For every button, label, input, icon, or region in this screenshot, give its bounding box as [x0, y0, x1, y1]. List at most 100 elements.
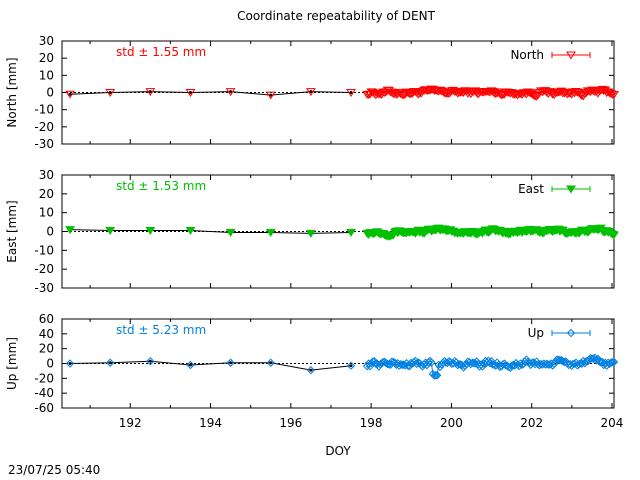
daily-marker — [225, 228, 236, 237]
daily-point — [309, 90, 313, 94]
high-rate-marker — [530, 359, 540, 369]
high-rate-marker — [431, 370, 440, 380]
y-tick-label: 40 — [39, 327, 54, 341]
std-label: std ± 1.53 mm — [116, 179, 206, 193]
legend-marker — [566, 51, 576, 60]
daily-marker — [265, 91, 276, 100]
y-tick-label: 0 — [46, 225, 54, 239]
y-tick-label: -30 — [34, 137, 54, 151]
daily-marker — [185, 89, 196, 97]
daily-marker — [346, 361, 356, 370]
high-rate-marker — [427, 358, 436, 367]
daily-marker — [185, 227, 196, 236]
x-tick-label: 200 — [440, 416, 463, 430]
daily-marker — [266, 358, 275, 367]
daily-marker — [146, 357, 155, 366]
y-tick-label: -10 — [34, 243, 54, 257]
daily-point — [229, 90, 233, 94]
high-rate-marker — [397, 360, 407, 370]
daily-marker — [105, 358, 115, 367]
daily-marker — [225, 88, 236, 97]
daily-series-line — [70, 360, 352, 371]
high-rate-marker — [447, 359, 457, 369]
y-tick-label: 10 — [39, 206, 54, 220]
daily-marker — [65, 226, 75, 235]
high-rate-marker — [606, 90, 616, 99]
daily-point — [68, 362, 72, 365]
high-rate-marker — [482, 358, 492, 367]
y-tick-label: -20 — [34, 120, 54, 134]
panels-group: 30 20 10 0 -10 -20 -30 North [mm] std ± 1.55 mm N… — [5, 34, 623, 458]
chart-title: Coordinate repeatability of DENT — [237, 9, 435, 23]
x-axis-label: DOY — [325, 444, 351, 458]
y-tick-label: 0 — [46, 357, 54, 371]
daily-marker — [105, 227, 116, 236]
high-rate-marker — [438, 88, 448, 97]
x-tick-label: 198 — [360, 416, 383, 430]
high-rate-marker — [373, 359, 382, 369]
high-rate-marker — [568, 359, 578, 369]
y-tick-label: -60 — [34, 401, 54, 415]
y-tick-label: -30 — [34, 281, 54, 295]
high-rate-marker — [588, 87, 599, 96]
high-rate-marker — [526, 360, 535, 370]
high-rate-marker — [595, 357, 604, 366]
high-rate-marker — [609, 231, 619, 240]
daily-point — [188, 363, 192, 367]
daily-point — [309, 368, 313, 372]
high-rate-marker — [497, 361, 506, 371]
x-tick-label: 194 — [199, 416, 222, 430]
high-rate-marker — [398, 91, 409, 100]
daily-point — [148, 90, 152, 94]
daily-marker — [346, 89, 356, 97]
y-tick-label: 20 — [39, 342, 54, 356]
high-rate-marker — [469, 358, 478, 368]
high-rate-marker — [374, 362, 383, 371]
high-rate-marker — [449, 359, 458, 368]
high-rate-marker — [498, 360, 508, 369]
high-rate-marker — [433, 371, 442, 380]
high-rate-marker — [587, 354, 597, 363]
daily-point — [269, 93, 273, 97]
high-rate-marker — [479, 88, 489, 97]
high-rate-marker — [378, 357, 388, 367]
high-rate-marker — [580, 358, 589, 368]
daily-marker — [306, 88, 316, 97]
high-rate-marker — [444, 90, 454, 99]
high-rate-marker — [609, 357, 619, 367]
high-rate-marker — [484, 356, 493, 366]
daily-point — [188, 91, 192, 94]
x-tick-label: 204 — [601, 416, 624, 430]
daily-point — [349, 91, 353, 94]
y-tick-label: 20 — [39, 51, 54, 65]
daily-marker — [105, 89, 116, 97]
daily-series-line — [70, 229, 352, 234]
daily-point — [229, 361, 233, 365]
daily-point — [108, 361, 112, 365]
daily-marker — [346, 228, 356, 237]
daily-marker — [186, 360, 195, 370]
legend-marker — [566, 328, 576, 338]
x-tick-label: 202 — [520, 416, 543, 430]
high-rate-marker — [478, 362, 487, 371]
timestamp: 23/07/25 05:40 — [8, 463, 100, 477]
panel-east: 30 20 10 0 -10 -20 -30 East [mm] std ± 1.53 mm Ea… — [5, 168, 619, 295]
y-tick-label: 60 — [39, 312, 54, 326]
y-tick-label: 20 — [39, 187, 54, 201]
high-rate-marker — [520, 357, 530, 366]
std-label: std ± 5.23 mm — [116, 323, 206, 337]
daily-marker — [306, 229, 316, 238]
daily-marker — [145, 88, 156, 97]
high-rate-marker — [492, 89, 503, 98]
y-tick-label: -20 — [34, 371, 54, 385]
legend-label: North — [510, 48, 544, 62]
high-rate-marker — [441, 358, 451, 367]
high-rate-marker — [598, 357, 607, 367]
y-tick-label: 30 — [39, 34, 54, 48]
y-tick-label: -10 — [34, 103, 54, 117]
high-rate-marker — [606, 358, 616, 367]
y-tick-label: 10 — [39, 68, 54, 82]
high-rate-marker — [555, 356, 565, 365]
